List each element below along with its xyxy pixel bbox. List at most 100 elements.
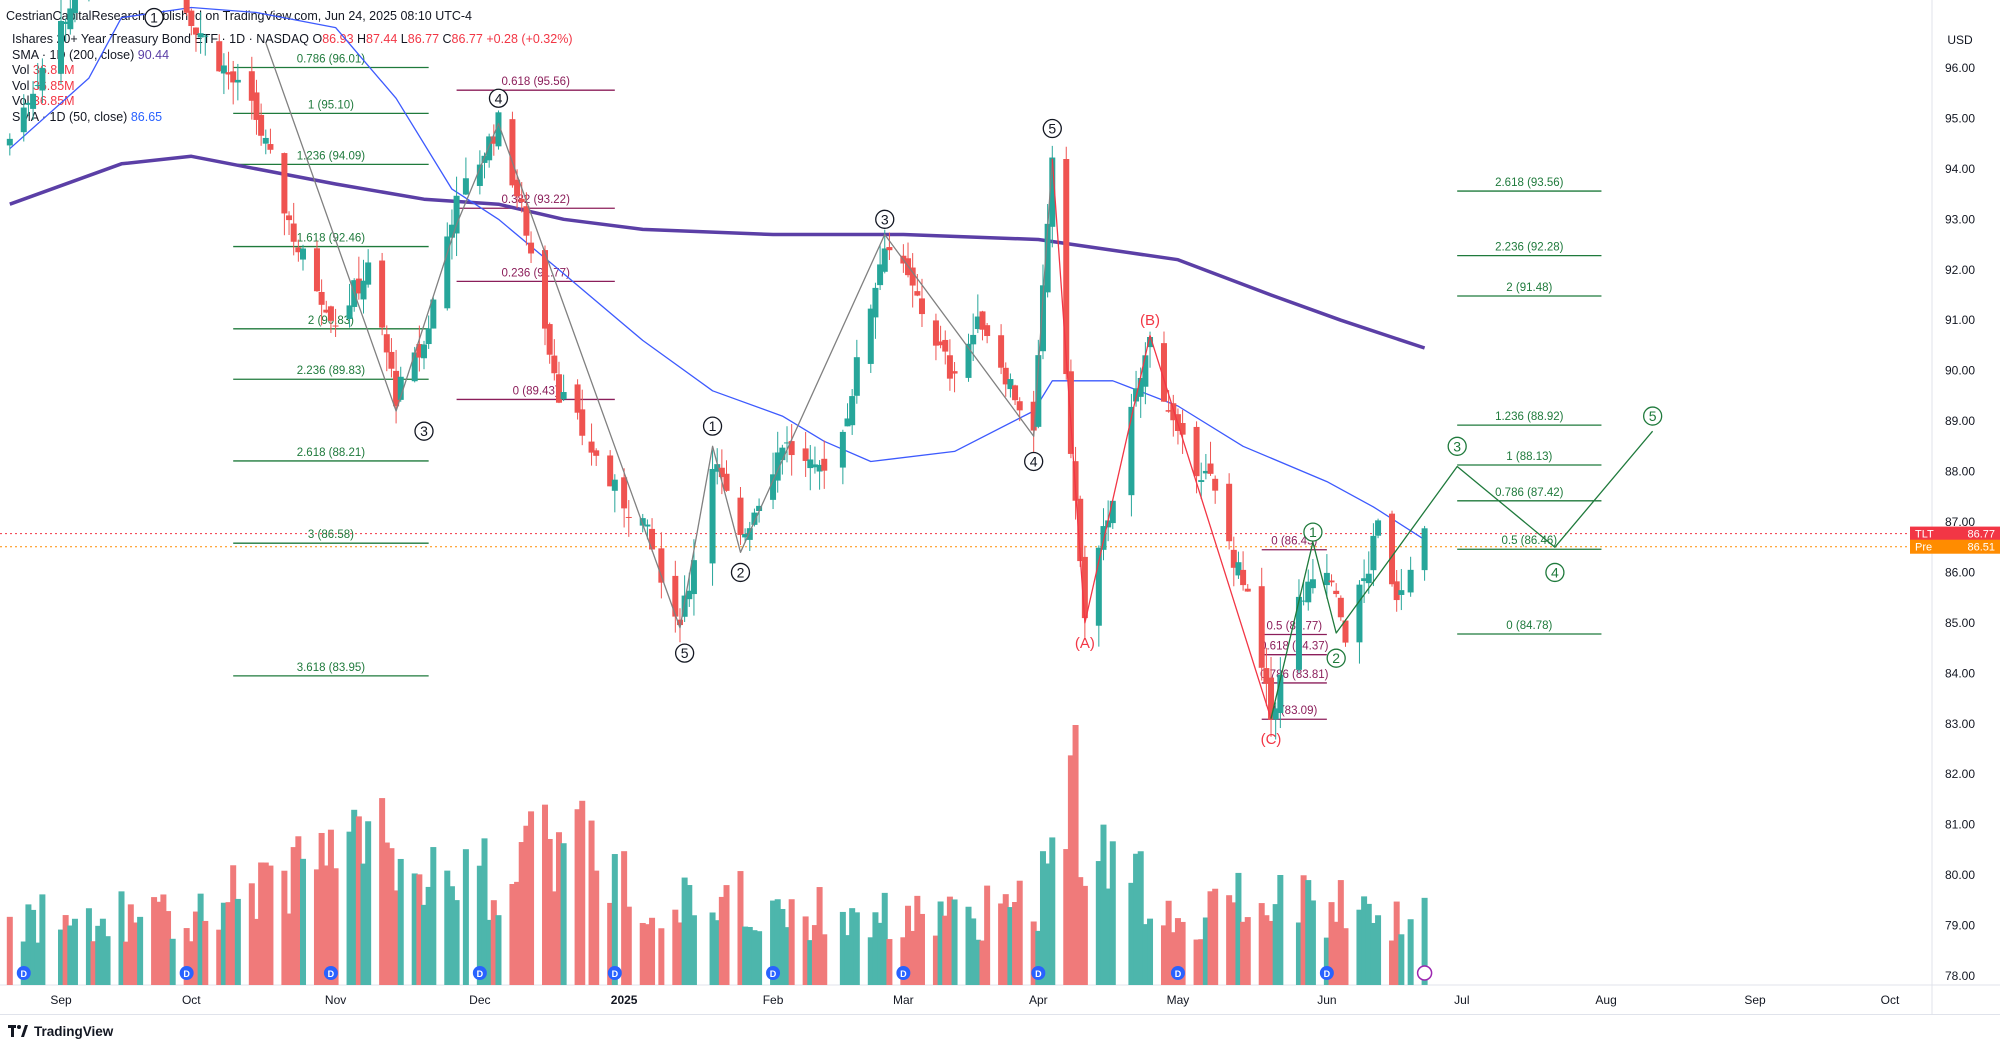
candle-body (397, 376, 404, 400)
volume-bar (811, 925, 818, 985)
volume-bar (1128, 882, 1135, 985)
candle-body (25, 102, 32, 105)
brand-name: TradingView (34, 1024, 114, 1039)
candle-body (816, 464, 823, 472)
volume-bar (1361, 896, 1368, 985)
volume-bar (230, 865, 237, 985)
candle-body (1328, 580, 1335, 583)
volume-bar (1333, 921, 1340, 985)
volume-bar (355, 816, 362, 985)
candle-body (1300, 600, 1307, 602)
volume-row-3[interactable]: Vol 36.85M (12, 94, 572, 110)
y-tick-label: 94.00 (1945, 162, 1975, 176)
candle-body (588, 441, 595, 453)
volume-bar (1393, 901, 1400, 985)
candle-body (914, 291, 921, 296)
candle-body (411, 352, 418, 382)
candle-body (1263, 668, 1270, 684)
volume-bar (1039, 851, 1046, 985)
symbol-row[interactable]: Ishares 20+ Year Treasury Bond ETF · 1D … (12, 32, 572, 48)
candle-body (1244, 588, 1251, 592)
dividend-marker-icon (16, 966, 31, 980)
fib-level-label: 0 (84.78) (1506, 620, 1552, 632)
dividend-marker-label: D (900, 969, 907, 979)
volume-bar (183, 928, 190, 985)
volume-bar (1323, 937, 1330, 985)
sma50-row[interactable]: SMA · 1D (50, close) 86.65 (12, 110, 572, 126)
volume-bar (1300, 875, 1307, 985)
volume-bar (1389, 940, 1396, 985)
volume-bar (421, 904, 428, 985)
dividend-marker-icon (896, 966, 911, 980)
y-tick-label: 82.00 (1945, 767, 1975, 781)
fib-level-label: 0.5 (86.46) (1502, 535, 1558, 547)
candle-body (1407, 569, 1414, 593)
volume-bar (127, 904, 134, 985)
volume-bar (881, 892, 888, 985)
volume-bar (621, 851, 628, 985)
candle-body (1007, 379, 1014, 390)
candle-body (751, 512, 758, 525)
volume-bar (737, 871, 744, 985)
candle-body (495, 112, 502, 147)
candle-body (802, 448, 809, 461)
candle-body (886, 247, 893, 251)
volume-bar (258, 862, 265, 985)
low-label: L (400, 32, 408, 46)
x-tick-label: Apr (1029, 993, 1048, 1007)
candle-body (1365, 573, 1372, 584)
candle-body (225, 72, 232, 75)
volume-bar (58, 929, 64, 985)
volume-bar (937, 901, 944, 985)
y-tick-label: 86.00 (1945, 565, 1975, 579)
open-value: 86.93 (322, 32, 354, 46)
candle-body (425, 328, 432, 345)
candle-body (1375, 520, 1382, 536)
volume-bar (267, 865, 274, 985)
volume-bar (784, 927, 791, 985)
price-badge-value: 86.51 (1967, 542, 1995, 554)
volume-bar (323, 865, 330, 985)
volume-bar (476, 865, 483, 985)
volume-bar (607, 902, 614, 985)
volume-bar (1081, 885, 1088, 985)
candle-body (1268, 677, 1275, 720)
fib-level-label: 2 (91.48) (1506, 282, 1552, 294)
candle-body (742, 534, 749, 538)
x-tick-label: Jul (1454, 993, 1469, 1007)
dividend-marker-icon (607, 966, 622, 980)
x-tick-label: Sep (1744, 993, 1766, 1007)
volume-bar (686, 885, 693, 985)
volume-bar (1230, 902, 1237, 985)
candle-body (1095, 547, 1102, 626)
volume-bar (756, 931, 763, 985)
fib-level-label: 1 (95.10) (308, 99, 354, 111)
wave-path (265, 42, 1053, 629)
tradingview-brand[interactable]: TradingView (8, 1024, 113, 1039)
volume-bar (770, 900, 777, 985)
volume-bar (1030, 921, 1037, 985)
volume-bar (1226, 895, 1233, 985)
close-label: C (442, 32, 452, 46)
candle-body (197, 33, 204, 38)
volume-bar (714, 920, 721, 985)
price-badge-label: Pre (1915, 542, 1932, 554)
candle-body (1012, 385, 1019, 401)
volume-bar (1375, 915, 1382, 985)
price-badge-label: TLT (1915, 529, 1934, 541)
candle-body (383, 334, 390, 353)
candle-body (946, 355, 953, 379)
volume-bar (1272, 904, 1279, 985)
candle-body (1179, 423, 1186, 435)
candle-body (216, 41, 223, 72)
wave-label: 3 (1453, 438, 1461, 454)
candle-body (1002, 367, 1009, 385)
volume-bar (1063, 849, 1070, 985)
volume-bar (658, 928, 665, 985)
volume-bar (225, 902, 232, 985)
volume-bar (234, 898, 241, 985)
volume-bar (611, 854, 618, 985)
volume-bar (718, 896, 725, 985)
volume-bar (411, 873, 418, 985)
